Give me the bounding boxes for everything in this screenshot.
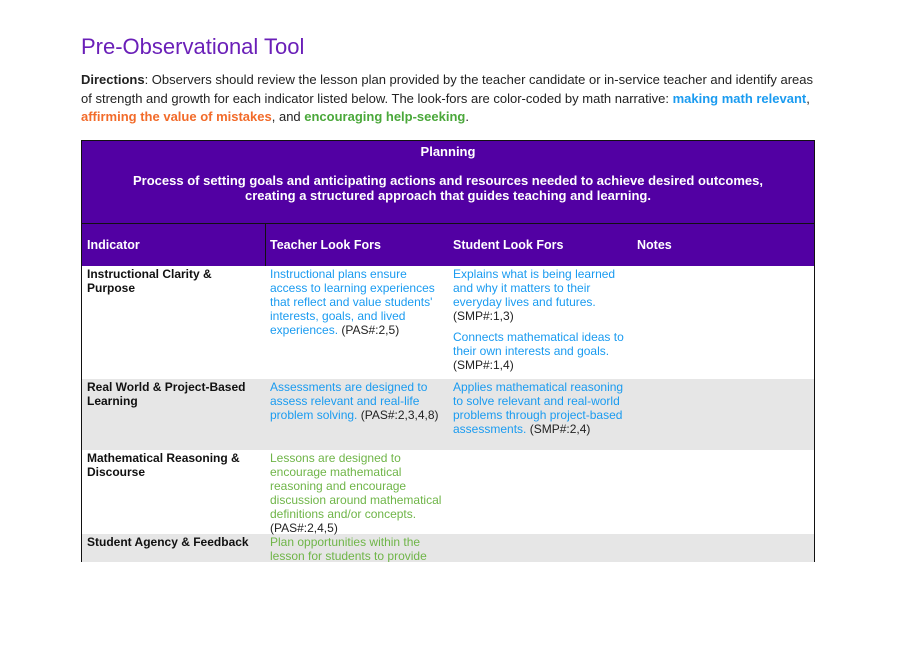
look-for-text: Plan opportunities within the lesson for… — [270, 535, 427, 562]
look-for-text: Instructional plans ensure access to lea… — [270, 267, 435, 337]
header-student: Student Look Fors — [453, 238, 564, 252]
header-indicator: Indicator — [82, 224, 266, 266]
indicator-cell: Mathematical Reasoning & Discourse — [87, 451, 240, 479]
notes-cell — [633, 534, 814, 562]
standard-ref: (SMP#:1,4) — [453, 358, 514, 372]
narrative-making-math-relevant: making math relevant — [672, 90, 807, 106]
teacher-look-fors-cell: Instructional plans ensure access to lea… — [266, 266, 449, 379]
teacher-look-fors-cell: Assessments are designed to assess relev… — [266, 379, 449, 450]
student-look-fors-cell — [449, 450, 633, 534]
teacher-look-fors-cell: Lessons are designed to encourage mathem… — [266, 450, 449, 535]
table-row: Student Agency & Feedback Plan opportunit… — [82, 534, 814, 562]
look-for-text: Connects mathematical ideas to their own… — [453, 330, 624, 358]
directions-text: : Observers should review the lesson pla… — [81, 72, 814, 106]
student-look-fors-cell: Explains what is being learned and why i… — [449, 266, 633, 379]
section-header: Planning Process of setting goals and an… — [82, 141, 814, 224]
standard-ref: (PAS#:2,4,5) — [270, 521, 338, 535]
standard-ref: (SMP#:1,3) — [453, 309, 514, 323]
look-for-text: Applies mathematical reasoning to solve … — [453, 380, 624, 436]
indicator-cell: Instructional Clarity & Purpose — [87, 267, 212, 295]
header-teacher: Teacher Look Fors — [270, 238, 381, 252]
directions-label: Directions — [81, 72, 145, 87]
indicator-cell: Real World & Project-Based Learning — [87, 380, 246, 408]
look-for: Connects mathematical ideas to their own… — [453, 330, 629, 372]
look-for-text: Assessments are designed to assess relev… — [270, 380, 428, 422]
standard-ref: (PAS#:2,3,4,8) — [357, 408, 439, 422]
look-for: Explains what is being learned and why i… — [453, 267, 629, 323]
look-for: Plan opportunities within the lesson for… — [270, 535, 445, 562]
look-for-text: Lessons are designed to encourage mathem… — [270, 451, 442, 521]
notes-cell — [633, 450, 814, 534]
notes-cell — [633, 379, 814, 450]
student-look-fors-cell: Applies mathematical reasoning to solve … — [449, 379, 633, 450]
table-row: Real World & Project-Based Learning Asses… — [82, 379, 814, 450]
narrative-help-seeking: encouraging help-seeking — [304, 109, 466, 124]
look-for: Lessons are designed to encourage mathem… — [270, 451, 445, 535]
standard-ref: (SMP#:2,4) — [526, 422, 591, 436]
column-headers: Indicator Teacher Look Fors Student Look… — [82, 224, 814, 266]
table-row: Instructional Clarity & Purpose Instructi… — [82, 266, 814, 379]
directions: Directions: Observers should review the … — [81, 71, 821, 127]
section-title: Planning — [420, 144, 476, 159]
sep: , — [806, 90, 810, 106]
look-for: Applies mathematical reasoning to solve … — [453, 380, 629, 436]
notes-cell — [633, 266, 814, 379]
standard-ref: (PAS#:2,5) — [338, 323, 400, 337]
section-description: Process of setting goals and anticipatin… — [133, 173, 763, 203]
narrative-affirming-mistakes: affirming the value of mistakes — [81, 109, 272, 124]
indicator-cell: Student Agency & Feedback — [87, 535, 249, 549]
look-for-text: Explains what is being learned and why i… — [453, 267, 616, 309]
page-title: Pre-Observational Tool — [81, 34, 305, 59]
look-for: Assessments are designed to assess relev… — [270, 380, 445, 422]
sep: , and — [271, 109, 305, 124]
header-notes: Notes — [637, 238, 672, 252]
look-for: Instructional plans ensure access to lea… — [270, 267, 445, 337]
sep: . — [465, 109, 469, 124]
student-look-fors-cell — [449, 534, 633, 562]
table-row: Mathematical Reasoning & Discourse Lesson… — [82, 450, 814, 535]
planning-table: Planning Process of setting goals and an… — [81, 140, 815, 562]
teacher-look-fors-cell: Plan opportunities within the lesson for… — [266, 534, 449, 562]
